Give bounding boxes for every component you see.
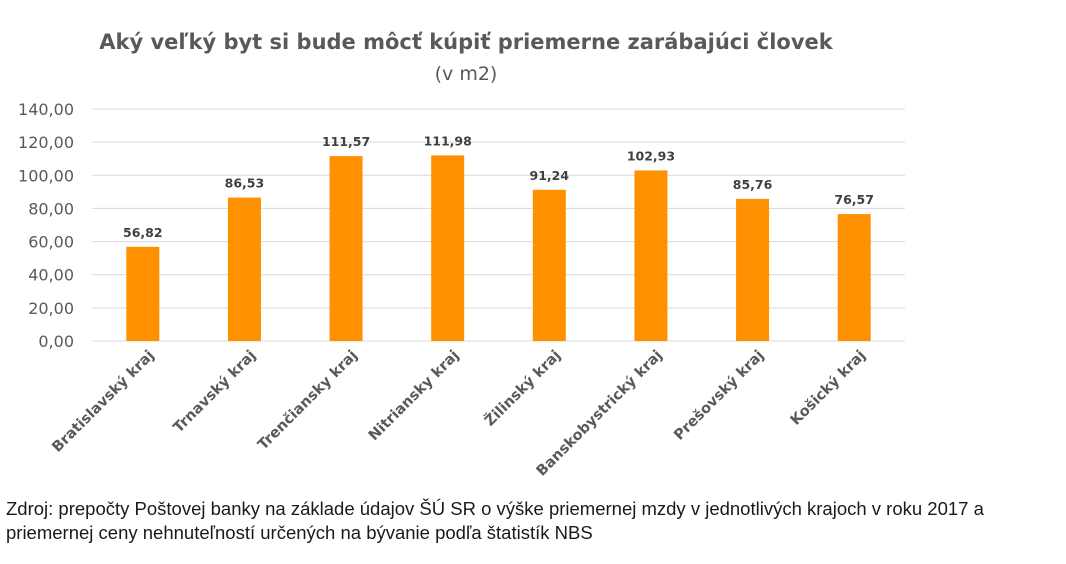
y-tick-label: 40,00	[28, 266, 74, 285]
data-label: 86,53	[225, 176, 265, 191]
data-label: 76,57	[834, 192, 874, 207]
bar	[126, 246, 160, 341]
x-category-label: Žilinský kraj	[481, 347, 564, 430]
data-label: 91,24	[530, 168, 570, 183]
y-tick-label: 80,00	[28, 199, 74, 218]
data-label: 111,57	[322, 134, 370, 149]
y-axis-tick-labels: 0,00 20,00 40,00 60,00 80,00 100,00 120,00 140,…	[18, 100, 74, 351]
data-label: 85,76	[733, 177, 773, 192]
bar	[227, 197, 261, 341]
source-note: Zdroj: prepočty Poštovej banky na základ…	[6, 498, 984, 543]
x-category-label: Nitriansky kraj	[366, 348, 463, 445]
bar	[532, 189, 566, 341]
x-category-label: Bratislavský kraj	[49, 348, 157, 456]
data-labels: 56,82 86,53 111,57 111,98 91,24 102,93 85,76 76…	[123, 133, 874, 239]
chart-subtitle: (v m2)	[435, 63, 498, 85]
x-axis-category-labels: Bratislavský kraj Trnavský krajTrenčiansk…	[49, 347, 869, 480]
y-tick-label: 140,00	[18, 100, 74, 119]
bar-series	[126, 155, 871, 341]
bar	[837, 214, 871, 341]
bar-chart: Aký veľký byt si bude môcť kúpiť priemer…	[18, 30, 905, 480]
bar	[736, 198, 770, 341]
y-tick-label: 60,00	[28, 233, 74, 252]
y-tick-label: 100,00	[18, 166, 74, 185]
data-label: 56,82	[123, 225, 163, 240]
x-category-label: Prešovský kraj	[671, 348, 767, 444]
bar	[634, 170, 668, 341]
x-category-label: Trnavský kraj	[171, 348, 260, 437]
y-tick-label: 120,00	[18, 133, 74, 152]
chart-title: Aký veľký byt si bude môcť kúpiť priemer…	[99, 30, 833, 54]
y-gridlines	[92, 108, 905, 342]
x-category-label: Košický kraj	[788, 348, 869, 429]
y-tick-label: 0,00	[38, 332, 74, 351]
data-label: 111,98	[424, 133, 472, 148]
y-tick-label: 20,00	[28, 299, 74, 318]
bar	[329, 156, 363, 341]
data-label: 102,93	[627, 148, 675, 163]
x-category-label: Trenčiansky kraj	[255, 348, 361, 454]
bar	[431, 155, 465, 341]
